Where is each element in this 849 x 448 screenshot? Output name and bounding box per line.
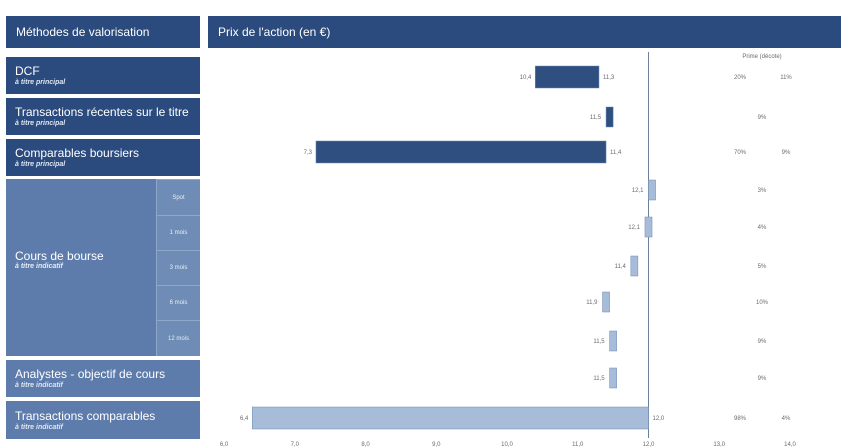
method-recent-transactions: Transactions récentes sur le titre à tit… [6,98,200,135]
method-sub: à titre principal [15,120,66,127]
bar [252,406,649,430]
method-analysts: Analystes - objectif de cours à titre in… [6,360,200,397]
bar-high-label: 12,0 [653,416,665,422]
premium-header: Prime (décote) [742,54,781,60]
bar-high-label: 11,5 [590,115,602,121]
method-name: Cours de bourse [15,249,104,263]
bar [602,291,610,313]
bar-low-label: 6,4 [240,416,249,422]
method-dcf: DCF à titre principal [6,57,200,94]
premium-label: 4% [758,225,767,231]
bar-high-label: 11,9 [586,300,598,306]
period-12-months: 12 mois [156,320,200,356]
bar [605,106,614,128]
bar-high-label: 11,4 [615,264,627,270]
x-tick-label: 13,0 [713,442,725,448]
price-header: Prix de l'action (en €) [208,16,841,48]
period-3-months: 3 mois [156,250,200,285]
premium-label: 9% [758,376,767,382]
x-tick-label: 6,0 [220,442,229,448]
period-6-months: 6 mois [156,285,200,320]
method-sub: à titre indicatif [15,423,63,431]
premium-label: 11% [780,75,792,81]
bar-high-label: 11,5 [593,339,605,345]
premium-label: 9% [758,339,767,345]
method-name: Comparables boursiers [15,146,140,160]
bar [648,179,656,201]
method-name: Transactions récentes sur le titre [15,105,189,119]
bar-high-label: 12,1 [628,225,640,231]
bar [609,330,617,352]
method-sub: à titre principal [15,161,66,168]
method-name: Transactions comparables [15,408,156,423]
premium-label: 3% [758,188,767,194]
period-spot: Spot [156,179,200,215]
x-tick-label: 14,0 [784,442,796,448]
x-tick-label: 7,0 [291,442,300,448]
method-sub: à titre indicatif [15,382,63,389]
price-header-label: Prix de l'action (en €) [218,25,331,39]
premium-label: 98% [734,416,747,422]
x-tick-label: 8,0 [361,442,370,448]
premium-label: 4% [782,416,791,422]
x-tick-label: 9,0 [432,442,441,448]
premium-label: 5% [758,264,767,270]
bar-low-label: 7,3 [304,150,313,156]
bar [630,255,639,277]
bar [644,216,653,238]
bar [315,140,607,164]
period-1-month: 1 mois [156,215,200,250]
x-tick-label: 11,0 [572,442,584,448]
bar-low-label: 10,4 [520,75,532,81]
method-sub: à titre indicatif [15,263,63,270]
methods-header: Méthodes de valorisation [6,16,200,48]
bar-high-label: 11,4 [610,150,622,156]
method-trading-comparables: Comparables boursiers à titre principal [6,139,200,176]
premium-label: 20% [734,75,747,81]
bar-high-label: 11,3 [603,75,615,81]
x-tick-label: 12,0 [643,442,655,448]
premium-label: 10% [756,300,769,306]
method-name: DCF [15,64,40,78]
method-name: Analystes - objectif de cours [15,367,166,381]
bar-high-label: 11,5 [593,376,605,382]
premium-label: 70% [734,150,747,156]
premium-label: 9% [758,115,767,121]
share-price-label: Cours de bourse à titre indicatif [15,249,104,270]
bar-high-label: 12,1 [632,188,644,194]
bar [609,367,617,389]
method-transaction-comparables: Transactions comparables à titre indicat… [6,401,200,439]
bar [535,65,600,89]
x-tick-label: 10,0 [501,442,513,448]
method-sub: à titre principal [15,79,66,86]
methods-header-label: Méthodes de valorisation [16,25,150,39]
premium-label: 9% [782,150,791,156]
